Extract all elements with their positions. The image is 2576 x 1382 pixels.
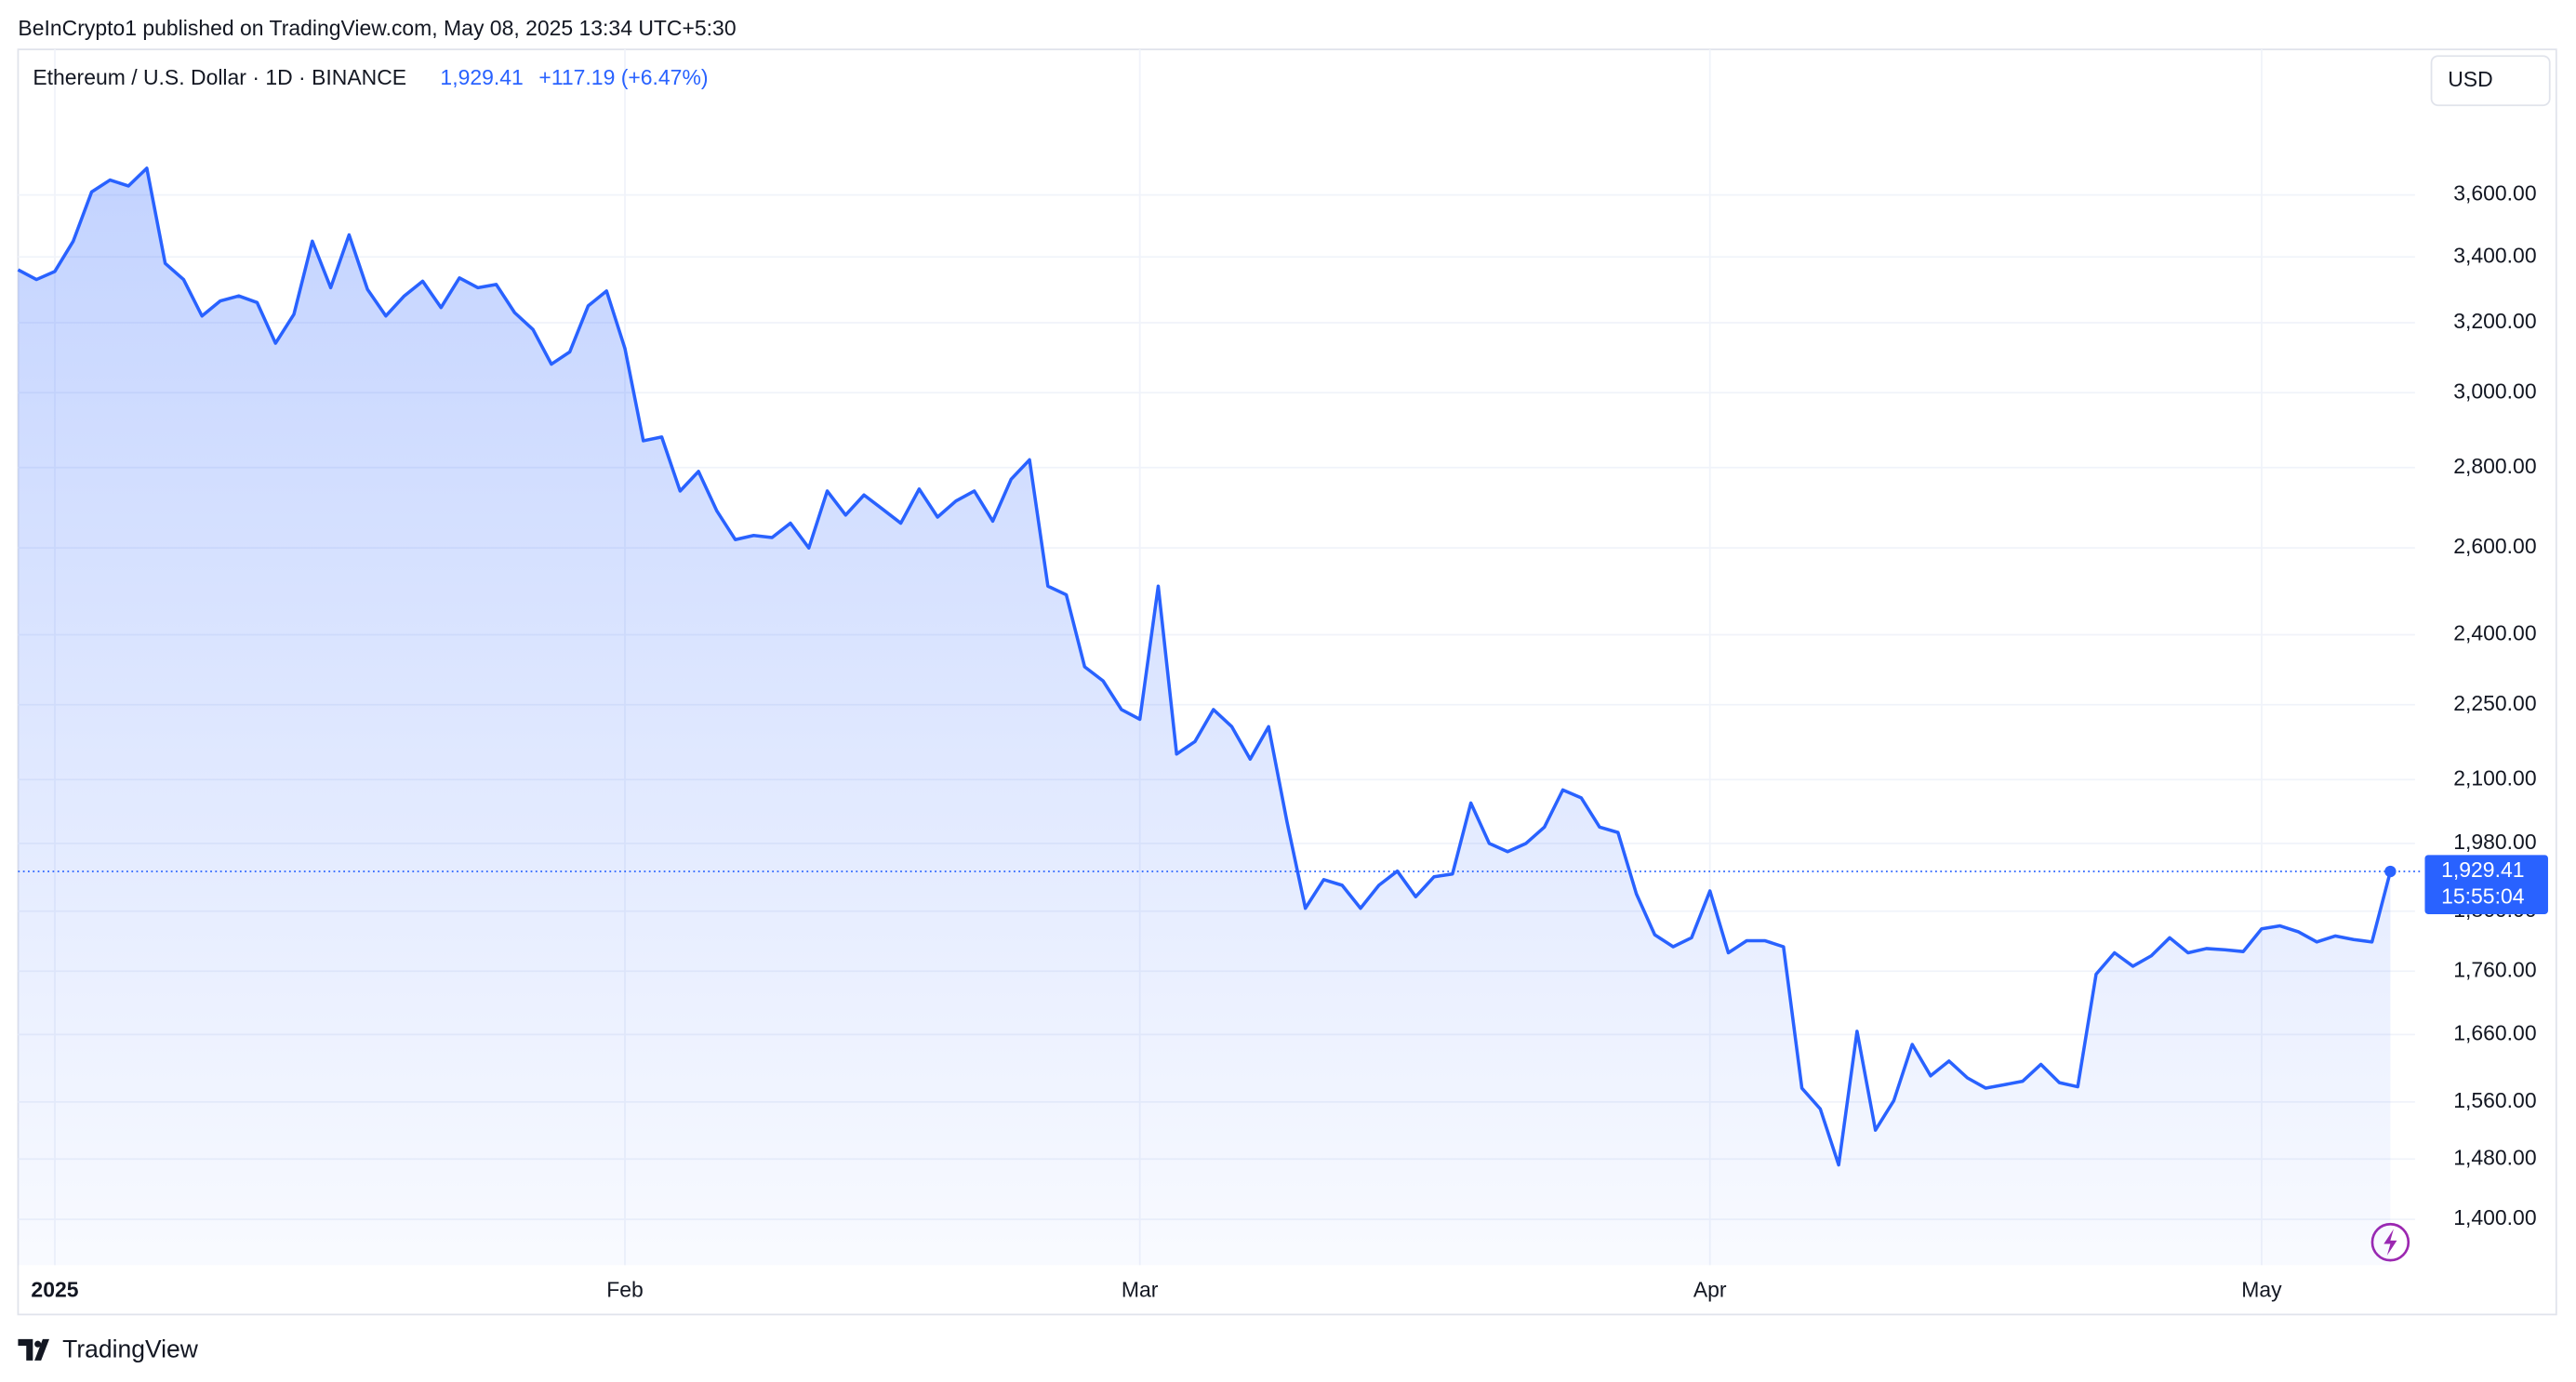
y-tick-label: 1,660.00 [2453, 1020, 2536, 1044]
price-tag-countdown: 15:55:04 [2441, 884, 2525, 908]
x-tick-label: Feb [606, 1278, 644, 1302]
last-point [2384, 865, 2397, 878]
currency-box[interactable] [2430, 55, 2551, 107]
published-line: BeInCrypto1 published on TradingView.com… [18, 16, 736, 40]
y-tick-label: 2,400.00 [2453, 621, 2536, 645]
y-tick-label: 2,600.00 [2453, 534, 2536, 558]
y-tick-label: 3,000.00 [2453, 379, 2536, 403]
y-tick-label: 1,980.00 [2453, 830, 2536, 854]
y-tick-label: 2,250.00 [2453, 691, 2536, 715]
brand-logo [18, 1338, 49, 1361]
x-tick-label: 2025 [31, 1278, 78, 1302]
x-tick-label: Apr [1693, 1278, 1727, 1302]
y-tick-label: 1,760.00 [2453, 957, 2536, 981]
price-tag-value: 1,929.41 [2441, 857, 2524, 882]
brand: TradingView [62, 1335, 199, 1362]
currency[interactable]: USD [2448, 67, 2492, 91]
price-line [17, 166, 2393, 1167]
header-price: 1,929.41 [440, 65, 523, 89]
x-tick-label: May [2241, 1278, 2282, 1302]
y-tick-label: 2,800.00 [2453, 454, 2536, 478]
y-tick-label: 1,560.00 [2453, 1088, 2536, 1112]
x-tick-label: Mar [1122, 1278, 1159, 1302]
y-tick-label: 3,200.00 [2453, 309, 2536, 333]
y-tick-label: 1,400.00 [2453, 1205, 2536, 1229]
y-tick-label: 1,480.00 [2453, 1145, 2536, 1169]
header-change: +117.19 (+6.47%) [538, 65, 708, 89]
price-tag [2424, 855, 2548, 914]
y-tick-label: 2,100.00 [2453, 765, 2536, 790]
y-tick-label: 3,400.00 [2453, 243, 2536, 267]
y-tick-label: 3,600.00 [2453, 181, 2536, 206]
area-fill [18, 167, 2391, 1266]
symbol-title: Ethereum / U.S. Dollar · 1D · BINANCE [33, 65, 406, 89]
